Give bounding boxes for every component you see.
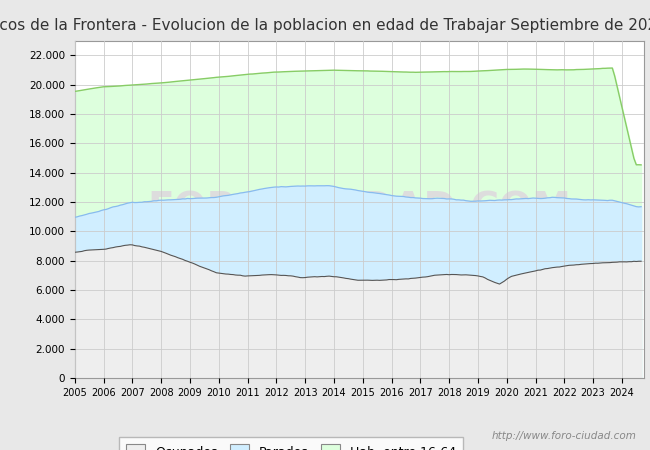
- Text: http://www.foro-ciudad.com: http://www.foro-ciudad.com: [492, 431, 637, 441]
- Text: Arcos de la Frontera - Evolucion de la poblacion en edad de Trabajar Septiembre : Arcos de la Frontera - Evolucion de la p…: [0, 18, 650, 33]
- Legend: Ocupados, Parados, Hab. entre 16-64: Ocupados, Parados, Hab. entre 16-64: [118, 437, 463, 450]
- Text: FORO-CIUDAD.COM: FORO-CIUDAD.COM: [147, 190, 571, 228]
